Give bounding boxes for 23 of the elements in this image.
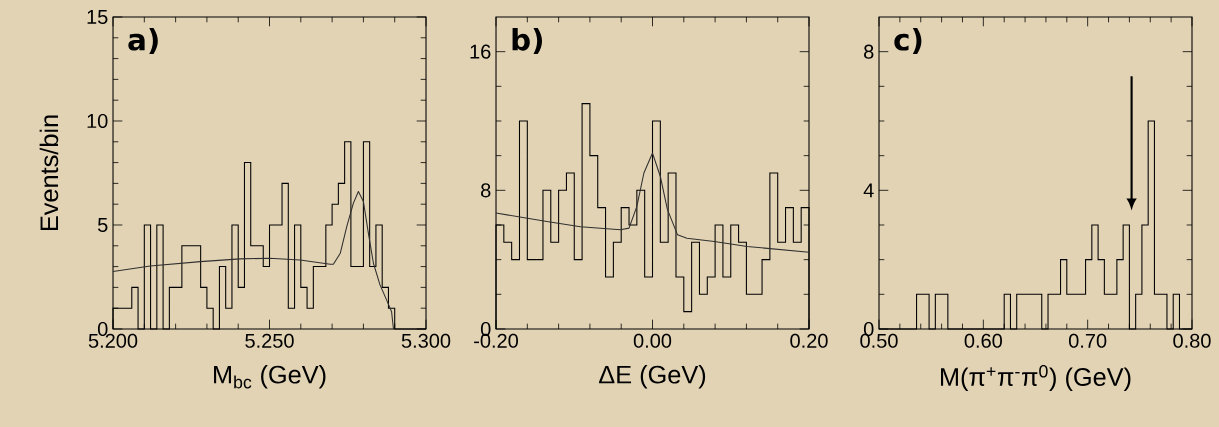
y-tick-label: 10	[87, 113, 108, 129]
line-series	[112, 190, 394, 330]
y-tick-label: 16	[470, 44, 491, 59]
x-tick-label: 0.00	[633, 333, 672, 348]
x-axis-title: M(π$^{+}$π$^{-}$π$^{0}$) (GeV)	[941, 365, 1131, 391]
x-tick-label: 0.70	[1068, 333, 1107, 348]
x-tick-label: 0.20	[790, 333, 828, 348]
x-tick-label: 5.250	[245, 333, 294, 348]
y-tick-label: 8	[864, 44, 874, 59]
y-tick-label: 4	[863, 183, 874, 198]
x-axis-title: M$_{bc}$ (GeV)	[214, 365, 326, 389]
annotation: c)	[894, 27, 922, 55]
x-tick-label: 5.300	[401, 333, 451, 348]
line-series	[495, 152, 810, 253]
y-tick-label: 5	[97, 218, 108, 232]
annotation: a)	[128, 27, 158, 55]
x-axis-title: ΔE (GeV)	[599, 365, 706, 389]
annotation: b)	[512, 27, 543, 55]
x-tick-label: 0.80	[1173, 333, 1211, 348]
y-tick-label: 8	[481, 183, 491, 198]
y-tick-label: 15	[87, 10, 108, 24]
y-axis-title: Events/bin	[39, 115, 59, 231]
x-tick-label: 0.60	[964, 333, 1002, 348]
